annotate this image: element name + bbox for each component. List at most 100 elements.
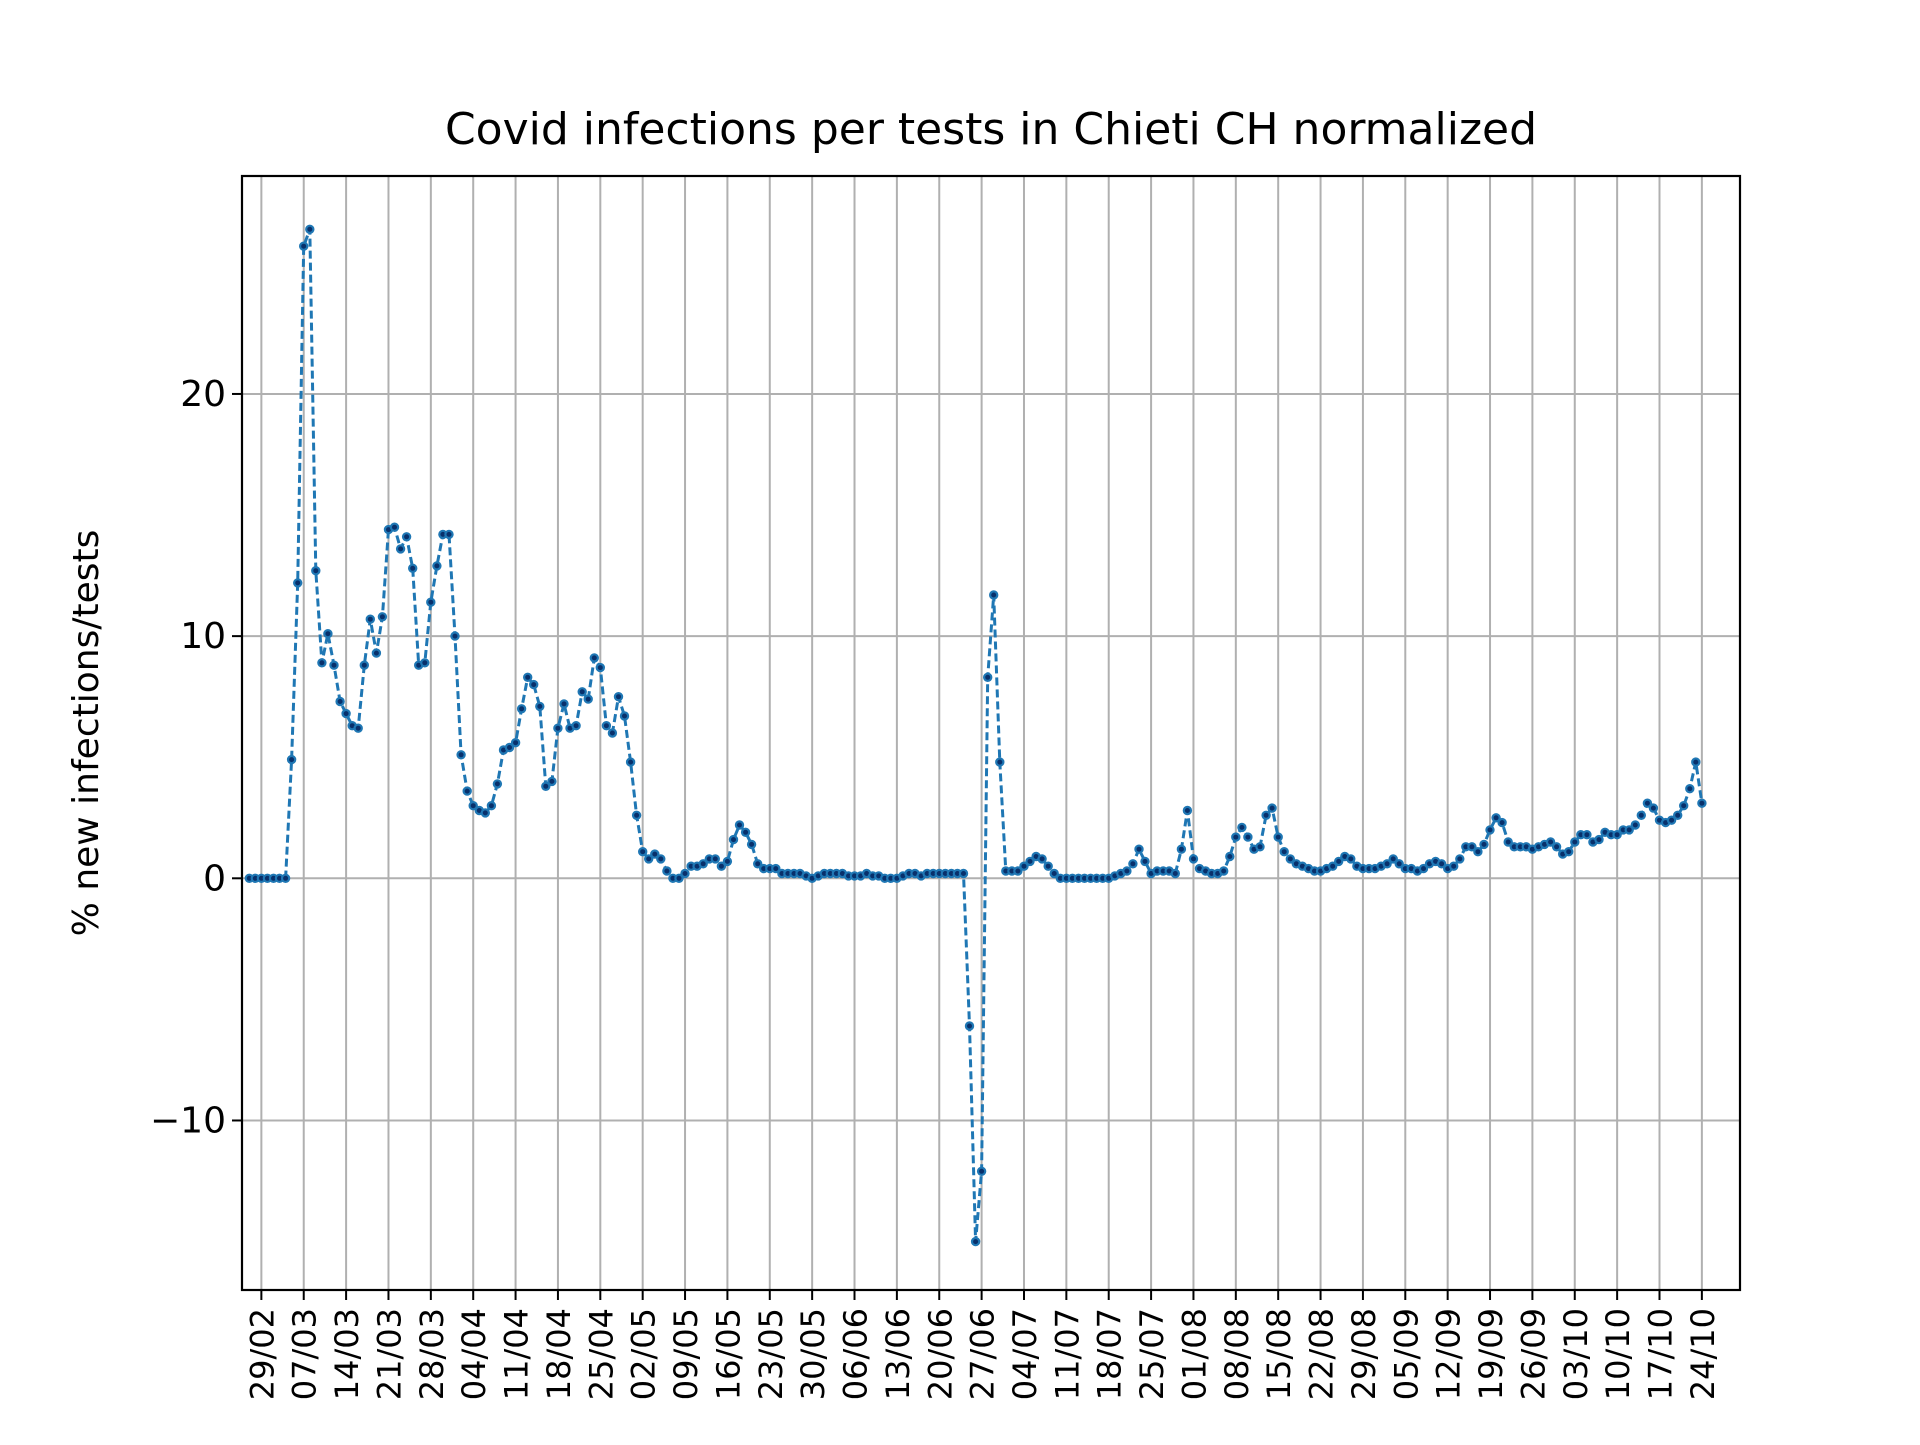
data-point	[1570, 837, 1580, 847]
data-point	[389, 522, 400, 532]
data-point	[547, 776, 557, 787]
data-point	[553, 723, 563, 733]
data-point	[408, 563, 418, 574]
data-point	[753, 859, 763, 869]
data-point	[450, 631, 460, 641]
data-point	[1666, 815, 1677, 825]
data-point	[1394, 859, 1404, 869]
data-point	[716, 861, 727, 871]
data-point	[1503, 837, 1513, 847]
x-tick-label: 11/04	[498, 1308, 536, 1400]
data-point	[456, 750, 466, 760]
y-ticks: −10 0 10 20	[150, 374, 242, 1141]
data-point	[650, 849, 660, 859]
data-point	[976, 1166, 987, 1177]
data-point	[1255, 842, 1265, 852]
x-tick-label: 30/05	[794, 1308, 832, 1400]
data-point	[286, 754, 297, 765]
data-point	[1612, 830, 1622, 840]
data-point	[462, 786, 472, 796]
x-tick-label: 27/06	[964, 1308, 1002, 1400]
x-tick-label: 22/08	[1303, 1308, 1341, 1400]
data-point	[1128, 859, 1138, 869]
data-point	[1382, 859, 1392, 869]
data-point	[1279, 847, 1289, 857]
data-point	[674, 873, 684, 884]
data-point	[395, 544, 406, 554]
data-point	[1594, 834, 1604, 845]
data-point	[341, 708, 351, 719]
data-point	[619, 711, 630, 721]
data-point	[1448, 861, 1459, 871]
data-point	[1243, 832, 1253, 842]
data-point	[299, 241, 309, 251]
data-point	[571, 721, 581, 731]
data-point	[529, 679, 539, 690]
data-point	[1672, 810, 1683, 821]
data-point	[1545, 837, 1556, 847]
data-point	[638, 847, 648, 857]
x-tick-label: 06/06	[837, 1308, 875, 1400]
data-point	[662, 866, 672, 876]
data-point	[541, 781, 551, 792]
data-point	[1237, 822, 1247, 833]
data-point	[656, 854, 666, 864]
data-point	[516, 704, 527, 714]
y-tick-label: 0	[203, 858, 226, 899]
data-point	[523, 672, 533, 683]
data-point	[1436, 859, 1447, 869]
data-point	[983, 672, 993, 683]
y-tick-label: −10	[150, 1100, 226, 1141]
data-point	[964, 1021, 975, 1031]
data-point	[305, 224, 315, 234]
x-tick-label: 29/02	[243, 1308, 281, 1400]
data-point	[1170, 868, 1181, 879]
data-point	[335, 696, 345, 707]
data-point	[958, 868, 969, 879]
data-point	[1188, 854, 1199, 864]
data-point	[577, 687, 587, 697]
data-point	[710, 854, 721, 864]
data-point	[740, 827, 751, 838]
x-tick-label: 01/08	[1175, 1308, 1213, 1400]
data-point	[1685, 784, 1695, 794]
data-point	[1043, 861, 1053, 871]
data-point	[486, 801, 497, 811]
data-point	[1231, 832, 1241, 842]
data-point	[595, 662, 606, 673]
data-point	[359, 660, 369, 670]
data-point	[1333, 856, 1344, 867]
data-point	[722, 856, 733, 867]
data-point	[468, 801, 478, 811]
data-point	[1467, 842, 1477, 852]
data-point	[1273, 832, 1283, 842]
data-point	[989, 590, 999, 600]
data-point	[631, 810, 642, 821]
x-tick-label: 04/07	[1006, 1308, 1044, 1400]
data-point	[1182, 805, 1193, 816]
data-point	[311, 566, 321, 576]
data-point	[1327, 861, 1338, 871]
data-point	[1140, 856, 1150, 867]
x-tick-label: 19/09	[1472, 1308, 1510, 1400]
data-point	[1497, 817, 1507, 828]
y-tick-label: 20	[180, 374, 226, 415]
x-tick-label: 04/04	[455, 1308, 493, 1400]
x-tick-label: 25/04	[582, 1308, 620, 1400]
data-point	[771, 863, 781, 874]
data-point	[1049, 868, 1059, 879]
x-tick-label: 18/04	[540, 1308, 578, 1400]
data-point	[1225, 851, 1235, 862]
x-tick-label: 12/09	[1430, 1308, 1468, 1400]
plot-frame	[240, 174, 1742, 1292]
x-tick-label: 14/03	[328, 1308, 366, 1400]
data-point	[1551, 842, 1562, 852]
x-tick-label: 24/10	[1684, 1308, 1722, 1400]
data-point	[680, 868, 690, 879]
y-tick-label: 10	[180, 616, 226, 657]
x-tick-label: 28/03	[413, 1308, 451, 1400]
x-tick-label: 23/05	[752, 1308, 790, 1400]
x-tick-label: 16/05	[709, 1308, 747, 1400]
